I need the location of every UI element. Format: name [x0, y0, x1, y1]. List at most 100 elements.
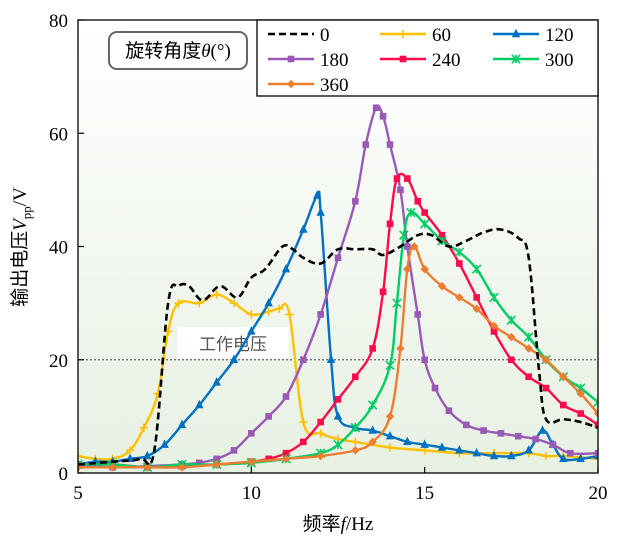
x-tick-label-10: 10 — [242, 483, 261, 504]
point-180-9 — [282, 393, 290, 400]
point-360-11 — [396, 344, 405, 353]
point-60-15 — [299, 417, 308, 427]
x-tick-label-20: 20 — [589, 483, 608, 504]
point-300-21 — [523, 332, 534, 342]
point-120-32 — [576, 453, 585, 463]
point-120-13 — [299, 224, 308, 233]
point-360-5 — [247, 457, 256, 466]
point-120-21 — [403, 436, 412, 446]
point-120-4 — [143, 450, 152, 460]
y-tick-label-80: 80 — [49, 11, 68, 32]
point-360-21 — [541, 355, 551, 364]
series-360 — [78, 242, 598, 472]
point-180-30 — [566, 449, 574, 457]
point-180-26 — [497, 430, 505, 437]
legend-item-360: 360 — [268, 75, 349, 96]
point-240-17 — [414, 197, 422, 205]
point-300-0-b — [78, 459, 83, 466]
point-240-10 — [334, 396, 342, 403]
legend-item-0: 0 — [268, 25, 330, 46]
point-60-24 — [541, 451, 551, 461]
point-180-15 — [372, 104, 380, 112]
point-240-16 — [404, 175, 411, 182]
point-360-24 — [593, 409, 598, 418]
reference-label: 工作电压 — [199, 335, 267, 355]
point-180-31 — [594, 449, 598, 457]
point-120-14 — [313, 190, 322, 199]
point-180-21 — [421, 356, 428, 364]
y-tick-label-20: 20 — [49, 351, 68, 372]
point-120-31 — [559, 453, 568, 463]
point-300-25-b — [593, 401, 598, 407]
point-120-23 — [437, 442, 447, 451]
point-180-25 — [480, 427, 487, 434]
point-360-13 — [410, 242, 419, 251]
point-360-16 — [455, 293, 464, 302]
legend-marker-360 — [286, 79, 296, 89]
legend-title-text: 旋转角度 — [125, 40, 201, 62]
legend-item-180: 180 — [268, 50, 349, 71]
point-240-20 — [456, 260, 463, 267]
point-240-12 — [369, 345, 376, 352]
point-300-15 — [419, 219, 430, 229]
y-axis-title-unit: /V — [10, 187, 31, 206]
legend-label-240: 240 — [432, 50, 461, 71]
point-60-10 — [229, 298, 239, 308]
point-180-14 — [362, 141, 370, 148]
point-60-7 — [174, 298, 183, 308]
point-240-28 — [594, 421, 598, 429]
point-360-8 — [351, 446, 360, 455]
point-180-6 — [230, 447, 238, 454]
point-60-4 — [139, 423, 149, 432]
point-300-17 — [454, 247, 465, 257]
point-180-8 — [265, 413, 272, 420]
legend-marker-300 — [511, 54, 521, 64]
point-120-7 — [195, 399, 204, 409]
y-tick-label-40: 40 — [49, 238, 68, 259]
point-180-20 — [414, 311, 422, 318]
point-240-7 — [282, 449, 290, 457]
point-360-18 — [489, 321, 499, 330]
legend-item-240: 240 — [380, 50, 461, 71]
reference-label-bg — [177, 327, 289, 359]
point-240-9 — [317, 418, 324, 426]
point-180-18 — [397, 186, 404, 194]
point-360-2 — [143, 463, 152, 472]
point-120-6 — [177, 419, 187, 429]
point-360-10 — [385, 412, 395, 421]
point-360-15 — [437, 281, 447, 291]
point-360-1 — [108, 463, 117, 472]
point-180-23 — [445, 407, 453, 415]
point-360-7 — [316, 451, 325, 461]
legend-marker-240 — [399, 55, 407, 63]
point-240-27 — [577, 410, 584, 417]
point-120-19 — [368, 425, 377, 434]
legend-title: 旋转角度θ(°) — [125, 40, 231, 62]
point-240-19 — [438, 231, 446, 239]
point-180-19 — [404, 243, 411, 250]
point-60-14 — [285, 310, 294, 319]
point-60-0 — [78, 451, 83, 461]
point-240-13 — [379, 288, 387, 296]
point-180-4 — [196, 459, 203, 467]
legend-marker-120 — [511, 28, 521, 38]
legend-title-box: 旋转角度θ(°) — [108, 31, 248, 70]
point-120-15 — [316, 207, 325, 216]
legend-label-60: 60 — [432, 25, 451, 46]
point-360-12 — [403, 264, 412, 274]
point-120-16 — [326, 354, 336, 363]
point-360-3 — [177, 463, 187, 472]
point-120-29 — [538, 425, 547, 434]
point-300-13 — [399, 230, 409, 240]
series-line-120 — [78, 190, 598, 466]
point-360-23 — [576, 389, 585, 398]
point-300-14 — [406, 207, 416, 218]
point-300-10 — [367, 400, 378, 410]
point-300-9 — [350, 422, 361, 433]
point-360-9 — [368, 437, 377, 447]
point-60-12 — [264, 307, 273, 316]
point-180-10 — [300, 356, 307, 364]
point-180-13 — [352, 197, 359, 205]
point-60-3 — [125, 446, 135, 455]
